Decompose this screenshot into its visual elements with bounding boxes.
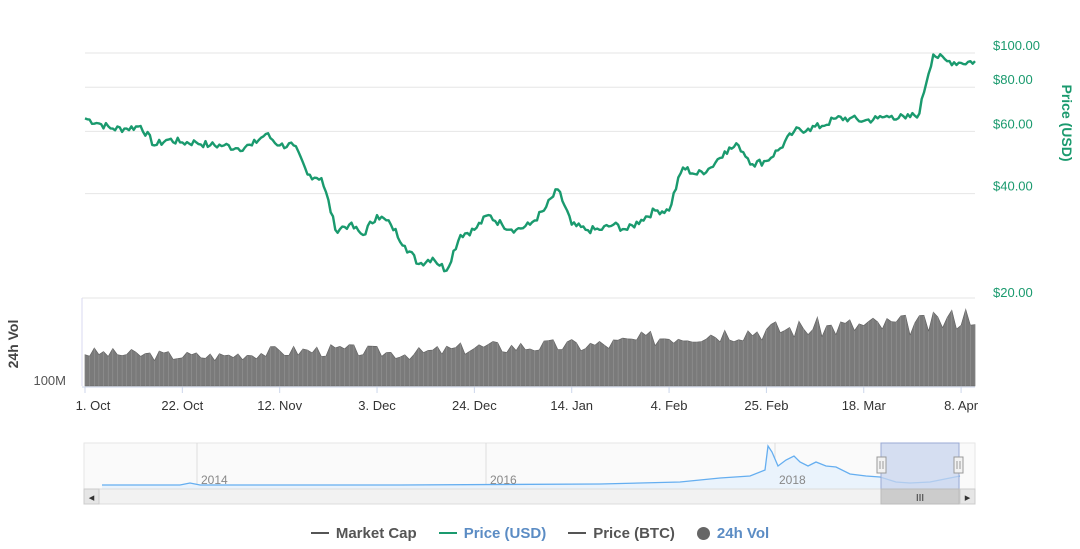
navigator-handle-right[interactable] (953, 456, 964, 474)
price-tick-label: $20.00 (993, 285, 1033, 300)
chart-legend: Market Cap Price (USD) Price (BTC) 24h V… (0, 520, 1080, 546)
x-tick-label: 14. Jan (550, 398, 593, 413)
navigator-handle-left[interactable] (876, 456, 887, 474)
navigator-year-label: 2018 (779, 473, 806, 487)
market-cap-swatch-icon (310, 532, 329, 534)
legend-label-24h-vol: 24h Vol (716, 524, 770, 542)
price-gridlines (85, 52, 975, 195)
chart-canvas: $100.00 $80.00 $60.00 $40.00 $20.00 Price (U… (5, 38, 1075, 505)
navigator[interactable]: 2014 2016 2018 (83, 442, 976, 490)
legend-label-market-cap: Market Cap (335, 524, 417, 542)
x-tick-label: 24. Dec (452, 398, 497, 413)
legend-item-24h-vol[interactable]: 24h Vol (696, 524, 770, 542)
legend-item-price-usd[interactable]: Price (USD) (438, 524, 547, 542)
scroll-right-button[interactable] (959, 488, 976, 505)
legend-item-market-cap[interactable]: Market Cap (310, 524, 417, 542)
navigator-selection[interactable] (880, 442, 960, 490)
x-tick-label: 22. Oct (161, 398, 203, 413)
x-tick-label: 1. Oct (76, 398, 111, 413)
navigator-labels: 2014 2016 2018 (201, 473, 806, 487)
price-tick-label: $100.00 (993, 38, 1040, 53)
scroll-left-button[interactable] (83, 488, 100, 505)
x-tick-label: 25. Feb (744, 398, 788, 413)
x-axis-ticks: 1. Oct 22. Oct 12. Nov 3. Dec 24. Dec 14. Jan… (76, 387, 979, 413)
legend-label-price-usd: Price (USD) (463, 524, 547, 542)
price-usd-swatch-icon (438, 532, 457, 534)
navigator-area (102, 446, 960, 489)
x-tick-label: 3. Dec (358, 398, 396, 413)
scrollbar[interactable]: III ◂ ▸ (83, 488, 976, 505)
x-tick-label: 12. Nov (257, 398, 302, 413)
volume-axis-tick: 100M (33, 373, 66, 388)
price-tick-label: $80.00 (993, 72, 1033, 87)
navigator-year-label: 2016 (490, 473, 517, 487)
volume-bar-separators (84, 309, 976, 386)
price-axis-ticks: $100.00 $80.00 $60.00 $40.00 $20.00 (993, 38, 1040, 300)
chevron-right-icon: ▸ (965, 492, 971, 504)
navigator-year-label: 2014 (201, 473, 228, 487)
scrollbar-track[interactable] (83, 488, 976, 505)
chevron-left-icon: ◂ (89, 492, 95, 504)
price-axis-title: Price (USD) (1059, 84, 1075, 161)
scrollbar-grip-icon: III (916, 493, 924, 504)
volume-axis-title: 24h Vol (5, 320, 21, 369)
volume-dot-icon (696, 526, 710, 540)
price-usd-line[interactable] (84, 53, 976, 273)
price-tick-label: $40.00 (993, 179, 1033, 194)
x-tick-label: 8. Apr (944, 398, 979, 413)
price-tick-label: $60.00 (993, 116, 1033, 131)
legend-label-price-btc: Price (BTC) (593, 524, 675, 542)
price-btc-swatch-icon (568, 532, 587, 534)
x-tick-label: 4. Feb (651, 398, 688, 413)
x-tick-label: 18. Mar (842, 398, 887, 413)
legend-item-price-btc[interactable]: Price (BTC) (568, 525, 675, 542)
scrollbar-thumb[interactable] (880, 488, 960, 505)
